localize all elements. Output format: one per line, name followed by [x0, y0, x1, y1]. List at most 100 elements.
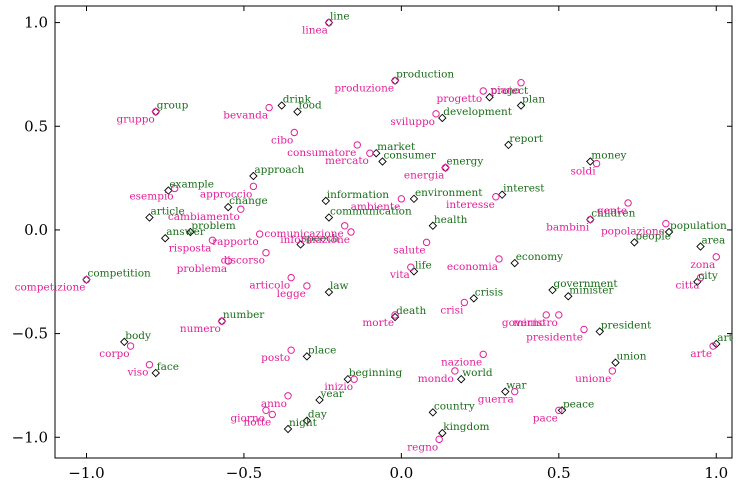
italian-point-label: presidente: [526, 331, 583, 343]
english-point-marker: [249, 171, 258, 181]
english-point-marker: [302, 352, 312, 361]
italian-point-label: notte: [244, 416, 272, 428]
english-point-label: year: [320, 388, 345, 400]
italian-point-marker: [340, 222, 349, 230]
italian-point-marker: [422, 238, 431, 247]
english-point-label: peace: [563, 398, 594, 410]
italian-point-label: articolo: [249, 280, 290, 292]
italian-point-marker: [353, 141, 361, 149]
italian-point-marker: [237, 205, 245, 213]
english-point-label: article: [150, 205, 184, 217]
italian-point-label: risposta: [169, 242, 212, 254]
x-tick-label: 1.0: [704, 464, 728, 482]
italian-point-label: regno: [407, 441, 438, 453]
italian-point-marker: [407, 263, 415, 271]
italian-point-marker: [347, 228, 355, 236]
italian-point-label: viso: [126, 367, 148, 379]
english-point-label: plan: [522, 94, 545, 106]
english-point-marker: [501, 387, 510, 396]
english-point-label: money: [591, 150, 626, 162]
italian-point-marker: [366, 149, 374, 157]
english-point-label: beginning: [349, 367, 403, 379]
english-point-label: consumer: [383, 150, 436, 162]
x-tick-label: −0.5: [226, 464, 262, 482]
english-point-label: information: [327, 189, 389, 201]
english-point-marker: [223, 202, 233, 212]
italian-point-label: competizione: [15, 282, 86, 294]
english-point-label: change: [229, 195, 268, 207]
italian-point-marker: [608, 367, 617, 375]
english-point-label: line: [330, 11, 350, 23]
english-point-label: group: [157, 100, 189, 112]
english-point-label: government: [554, 278, 619, 290]
italian-point-label: energia: [404, 170, 445, 182]
english-point-label: food: [298, 100, 322, 112]
italian-point-marker: [397, 195, 406, 203]
axis-ticks: −1.0 −0.5 0.0 0.5 1.0 1.0 0.5 0.0 −0.5 −1.0: [12, 6, 732, 482]
english-point-label: death: [396, 305, 426, 317]
english-point-marker: [595, 327, 604, 336]
italian-point-marker: [451, 367, 459, 375]
english-point-label: art: [717, 332, 733, 344]
english-point-marker: [664, 227, 674, 237]
english-point-label: project: [491, 85, 529, 97]
english-point-label: environment: [415, 187, 483, 199]
italian-point-marker: [290, 128, 299, 137]
italian-point-label: posto: [261, 352, 290, 364]
italian-point-marker: [287, 273, 295, 282]
english-point-marker: [516, 101, 526, 110]
english-point-label: communication: [330, 205, 412, 217]
english-point-label: energy: [446, 156, 483, 168]
english-point-label: population: [670, 220, 727, 232]
english-point-marker: [557, 406, 567, 415]
italian-point-marker: [255, 230, 264, 238]
italian-point-label: legge: [277, 288, 306, 300]
italian-point-label: numero: [180, 323, 221, 335]
italian-point-marker: [580, 325, 588, 334]
english-point-label: speech: [302, 232, 339, 244]
italian-point-label: esempio: [129, 190, 173, 202]
english-point-marker: [371, 148, 381, 158]
italian-point-marker: [432, 110, 440, 118]
italian-point-marker: [268, 410, 276, 419]
italian-point-label: comunicazione: [264, 228, 343, 240]
italian-point-label: mercato: [325, 155, 369, 167]
data-points: [82, 18, 721, 444]
italian-point-marker: [284, 392, 292, 400]
italian-point-label: morte: [362, 317, 394, 329]
english-point-marker: [409, 194, 419, 204]
english-point-label: minister: [569, 284, 614, 296]
english-point-marker: [469, 294, 479, 303]
english-point-marker: [145, 213, 154, 222]
english-point-label: approach: [254, 164, 304, 176]
italian-point-label: informazione: [280, 234, 350, 246]
english-point-label: body: [125, 330, 151, 342]
italian-point-marker: [391, 311, 399, 319]
italian-point-marker: [218, 317, 226, 325]
italian-point-marker: [287, 346, 295, 354]
english-point-marker: [390, 312, 400, 322]
english-point-marker: [324, 213, 334, 222]
english-point-label: report: [509, 133, 543, 145]
italian-point-label: economia: [447, 261, 498, 273]
english-point-label: city: [698, 270, 717, 282]
italian-point-marker: [126, 342, 135, 350]
italian-point-label: popolazione: [601, 226, 665, 238]
y-tick-label: 0.5: [24, 117, 48, 135]
italian-point-label: corpo: [99, 348, 129, 360]
english-point-marker: [586, 157, 595, 166]
english-point-label: life: [415, 259, 432, 271]
english-point-label: number: [223, 309, 265, 321]
italian-point-label: cambiamento: [168, 211, 240, 223]
english-point-label: production: [396, 69, 454, 81]
english-point-marker: [696, 242, 705, 251]
italian-point-label: mondo: [418, 373, 454, 385]
english-point-marker: [564, 292, 573, 301]
italian-point-marker: [249, 182, 258, 191]
italian-point-marker: [624, 199, 632, 207]
italian-point-marker: [262, 406, 270, 415]
english-point-label: health: [434, 214, 468, 226]
italian-point-label: crisi: [440, 304, 464, 316]
